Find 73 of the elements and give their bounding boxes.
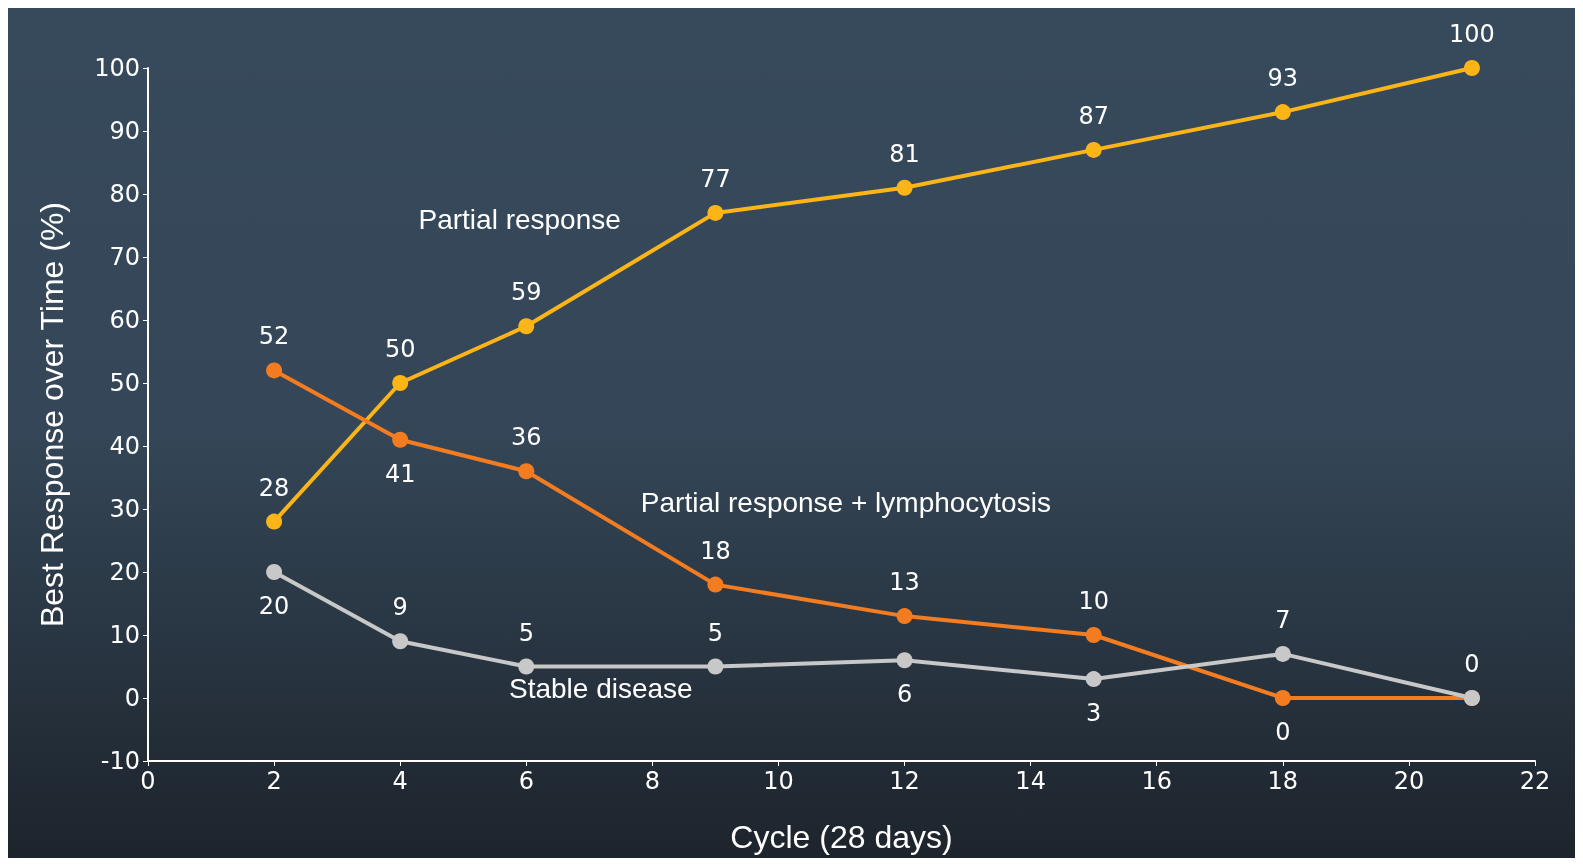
x-tick-label: 2 bbox=[266, 767, 282, 795]
x-tick-label: 14 bbox=[1015, 767, 1046, 795]
series-label: Partial response + lymphocytosis bbox=[640, 487, 1051, 519]
point bbox=[1274, 104, 1291, 121]
point bbox=[1463, 60, 1480, 76]
y-tick-label: -10 bbox=[100, 747, 140, 775]
x-tick-label: 8 bbox=[644, 767, 660, 795]
y-tick-label: 80 bbox=[109, 180, 140, 208]
point bbox=[266, 564, 283, 580]
data-label: 100 bbox=[1449, 20, 1495, 48]
point bbox=[1085, 671, 1102, 688]
x-tick-label: 12 bbox=[889, 767, 920, 795]
point bbox=[1274, 690, 1291, 706]
point bbox=[518, 463, 535, 480]
data-label: 41 bbox=[384, 459, 416, 488]
y-tick-label: 50 bbox=[109, 369, 140, 397]
point bbox=[707, 576, 724, 593]
data-label: 7 bbox=[1275, 605, 1291, 634]
x-tick-label: 20 bbox=[1393, 767, 1425, 795]
y-tick-label: 30 bbox=[109, 495, 140, 523]
y-tick-label: 100 bbox=[94, 54, 140, 82]
data-label: 59 bbox=[511, 278, 542, 307]
data-label: 10 bbox=[1078, 587, 1109, 615]
y-tick-label: 60 bbox=[109, 306, 140, 334]
y-axis-title: Best Response over Time (%) bbox=[34, 201, 70, 628]
x-tick-label: 22 bbox=[1519, 767, 1551, 795]
x-tick-label: 10 bbox=[763, 767, 794, 795]
data-label: 77 bbox=[700, 164, 731, 193]
series-label: Partial response bbox=[418, 204, 621, 236]
data-label: 52 bbox=[258, 322, 290, 351]
y-tick-label: 20 bbox=[109, 558, 140, 586]
point bbox=[896, 608, 913, 625]
x-tick-label: 16 bbox=[1141, 767, 1172, 795]
point bbox=[896, 652, 913, 669]
series-label: Stable disease bbox=[509, 673, 693, 704]
data-label: 5 bbox=[518, 618, 534, 647]
data-label: 0 bbox=[1275, 718, 1291, 746]
y-tick-label: 10 bbox=[109, 621, 140, 649]
point bbox=[1085, 627, 1102, 643]
data-label: 28 bbox=[258, 473, 290, 502]
data-label: 9 bbox=[392, 593, 408, 622]
point bbox=[1085, 141, 1102, 158]
data-label: 36 bbox=[511, 423, 542, 452]
point bbox=[392, 633, 409, 650]
data-label: 81 bbox=[889, 139, 920, 168]
data-label: 20 bbox=[258, 592, 290, 620]
data-label: 5 bbox=[707, 618, 724, 647]
data-label: 87 bbox=[1078, 101, 1109, 130]
data-label: 50 bbox=[384, 335, 416, 363]
y-tick-label: 0 bbox=[124, 684, 140, 712]
data-label: 6 bbox=[896, 680, 913, 709]
point bbox=[266, 513, 283, 530]
y-tick-label: 90 bbox=[109, 117, 140, 145]
data-label: 13 bbox=[889, 568, 920, 597]
point bbox=[896, 179, 913, 196]
point bbox=[392, 431, 409, 448]
y-tick-label: 40 bbox=[109, 432, 140, 460]
data-label: 3 bbox=[1086, 699, 1102, 728]
point bbox=[392, 375, 409, 391]
data-label: 93 bbox=[1267, 64, 1299, 93]
point bbox=[266, 362, 283, 379]
x-tick-label: 18 bbox=[1267, 767, 1299, 795]
data-label: 18 bbox=[700, 536, 731, 565]
point bbox=[707, 204, 724, 221]
data-label: 0 bbox=[1464, 650, 1480, 678]
x-tick-label: 6 bbox=[518, 767, 534, 795]
y-tick-label: 70 bbox=[109, 243, 140, 271]
point bbox=[707, 658, 724, 675]
point bbox=[518, 658, 535, 675]
x-axis-title: Cycle (28 days) bbox=[730, 819, 953, 855]
x-tick-label: 4 bbox=[392, 767, 408, 795]
point bbox=[518, 318, 535, 335]
point bbox=[1274, 645, 1291, 662]
